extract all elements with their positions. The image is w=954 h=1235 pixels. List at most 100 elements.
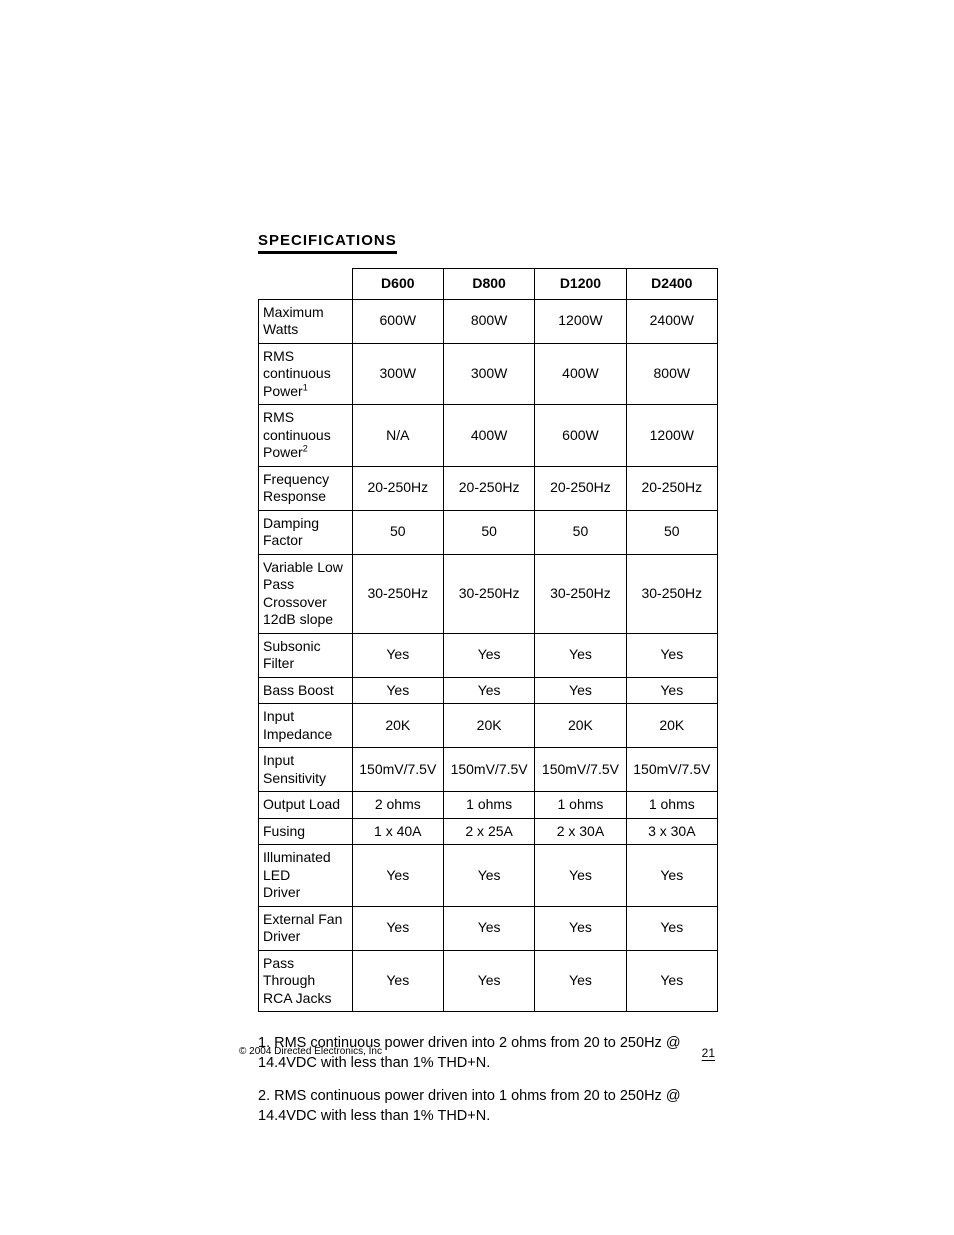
table-cell: 50	[443, 510, 534, 554]
table-row: Subsonic FilterYesYesYesYes	[259, 633, 718, 677]
table-cell: 30-250Hz	[352, 554, 443, 633]
table-cell: 2 x 25A	[443, 818, 534, 845]
table-cell: Yes	[443, 633, 534, 677]
table-row: Input Impedance20K20K20K20K	[259, 704, 718, 748]
row-label: Variable LowPass Crossover12dB slope	[259, 554, 353, 633]
table-cell: 2 x 30A	[535, 818, 626, 845]
table-cell: Yes	[535, 950, 626, 1012]
table-header: D600	[352, 269, 443, 300]
page-content: SPECIFICATIONS D600 D800 D1200 D2400 Max…	[258, 232, 718, 1140]
table-cell: 2400W	[626, 299, 717, 343]
table-cell: Yes	[535, 845, 626, 907]
table-cell: 600W	[535, 405, 626, 467]
table-cell: 400W	[535, 343, 626, 405]
row-label: Bass Boost	[259, 677, 353, 704]
table-cell: 300W	[352, 343, 443, 405]
table-cell: 600W	[352, 299, 443, 343]
table-cell: 400W	[443, 405, 534, 467]
table-header: D800	[443, 269, 534, 300]
row-label: Input Impedance	[259, 704, 353, 748]
table-cell: 50	[352, 510, 443, 554]
table-cell: 150mV/7.5V	[443, 748, 534, 792]
table-cell: Yes	[535, 677, 626, 704]
row-label: FrequencyResponse	[259, 466, 353, 510]
row-label: Fusing	[259, 818, 353, 845]
table-cell: 3 x 30A	[626, 818, 717, 845]
table-row: RMS continuousPower1300W300W400W800W	[259, 343, 718, 405]
footer-copyright: © 2004 Directed Electronics, Inc	[239, 1046, 382, 1057]
table-row: RMS continuousPower2N/A400W600W1200W	[259, 405, 718, 467]
table-cell: Yes	[352, 633, 443, 677]
table-header-blank	[259, 269, 353, 300]
table-cell: 150mV/7.5V	[352, 748, 443, 792]
table-row: Illuminated LEDDriverYesYesYesYes	[259, 845, 718, 907]
table-cell: Yes	[443, 906, 534, 950]
table-cell: Yes	[443, 845, 534, 907]
row-label: RMS continuousPower1	[259, 343, 353, 405]
row-label: Subsonic Filter	[259, 633, 353, 677]
row-label: DampingFactor	[259, 510, 353, 554]
table-row: Input Sensitivity150mV/7.5V150mV/7.5V150…	[259, 748, 718, 792]
table-cell: 30-250Hz	[443, 554, 534, 633]
table-cell: 20-250Hz	[443, 466, 534, 510]
table-cell: 30-250Hz	[535, 554, 626, 633]
table-cell: 20-250Hz	[352, 466, 443, 510]
table-cell: Yes	[443, 677, 534, 704]
table-cell: 50	[626, 510, 717, 554]
section-title: SPECIFICATIONS	[258, 232, 397, 254]
row-label: Input Sensitivity	[259, 748, 353, 792]
table-cell: 1 x 40A	[352, 818, 443, 845]
table-cell: Yes	[443, 950, 534, 1012]
table-row: External FanDriverYesYesYesYes	[259, 906, 718, 950]
table-cell: Yes	[352, 906, 443, 950]
table-cell: 20K	[535, 704, 626, 748]
table-cell: 50	[535, 510, 626, 554]
table-cell: 20-250Hz	[626, 466, 717, 510]
table-cell: Yes	[626, 633, 717, 677]
table-cell: Yes	[352, 845, 443, 907]
row-label: Pass ThroughRCA Jacks	[259, 950, 353, 1012]
footnote-2: 2. RMS continuous power driven into 1 oh…	[258, 1087, 718, 1126]
table-cell: 1 ohms	[443, 792, 534, 819]
table-cell: 30-250Hz	[626, 554, 717, 633]
table-cell: Yes	[626, 950, 717, 1012]
row-label: External FanDriver	[259, 906, 353, 950]
table-cell: 20K	[352, 704, 443, 748]
footer-page-number: 21	[702, 1046, 719, 1060]
table-cell: Yes	[352, 950, 443, 1012]
table-row: FrequencyResponse20-250Hz20-250Hz20-250H…	[259, 466, 718, 510]
table-header: D2400	[626, 269, 717, 300]
table-row: MaximumWatts600W800W1200W2400W	[259, 299, 718, 343]
table-cell: 1200W	[626, 405, 717, 467]
page-footer: © 2004 Directed Electronics, Inc 21	[239, 1046, 719, 1060]
table-cell: 20K	[443, 704, 534, 748]
table-cell: N/A	[352, 405, 443, 467]
row-label: Illuminated LEDDriver	[259, 845, 353, 907]
table-cell: Yes	[626, 906, 717, 950]
table-row: Output Load2 ohms1 ohms1 ohms1 ohms	[259, 792, 718, 819]
table-row: Variable LowPass Crossover12dB slope30-2…	[259, 554, 718, 633]
table-cell: 300W	[443, 343, 534, 405]
table-cell: 800W	[443, 299, 534, 343]
table-cell: 1 ohms	[626, 792, 717, 819]
table-cell: Yes	[352, 677, 443, 704]
table-row: Pass ThroughRCA JacksYesYesYesYes	[259, 950, 718, 1012]
table-cell: 800W	[626, 343, 717, 405]
table-cell: 20K	[626, 704, 717, 748]
table-cell: 2 ohms	[352, 792, 443, 819]
table-cell: Yes	[535, 633, 626, 677]
table-row: DampingFactor50505050	[259, 510, 718, 554]
specifications-table: D600 D800 D1200 D2400 MaximumWatts600W80…	[258, 268, 718, 1012]
table-cell: 150mV/7.5V	[535, 748, 626, 792]
table-cell: Yes	[535, 906, 626, 950]
table-header-row: D600 D800 D1200 D2400	[259, 269, 718, 300]
table-row: Fusing1 x 40A2 x 25A2 x 30A3 x 30A	[259, 818, 718, 845]
table-cell: Yes	[626, 845, 717, 907]
table-cell: 1 ohms	[535, 792, 626, 819]
table-cell: 20-250Hz	[535, 466, 626, 510]
row-label: RMS continuousPower2	[259, 405, 353, 467]
table-row: Bass BoostYesYesYesYes	[259, 677, 718, 704]
table-cell: 1200W	[535, 299, 626, 343]
row-label: Output Load	[259, 792, 353, 819]
row-label: MaximumWatts	[259, 299, 353, 343]
